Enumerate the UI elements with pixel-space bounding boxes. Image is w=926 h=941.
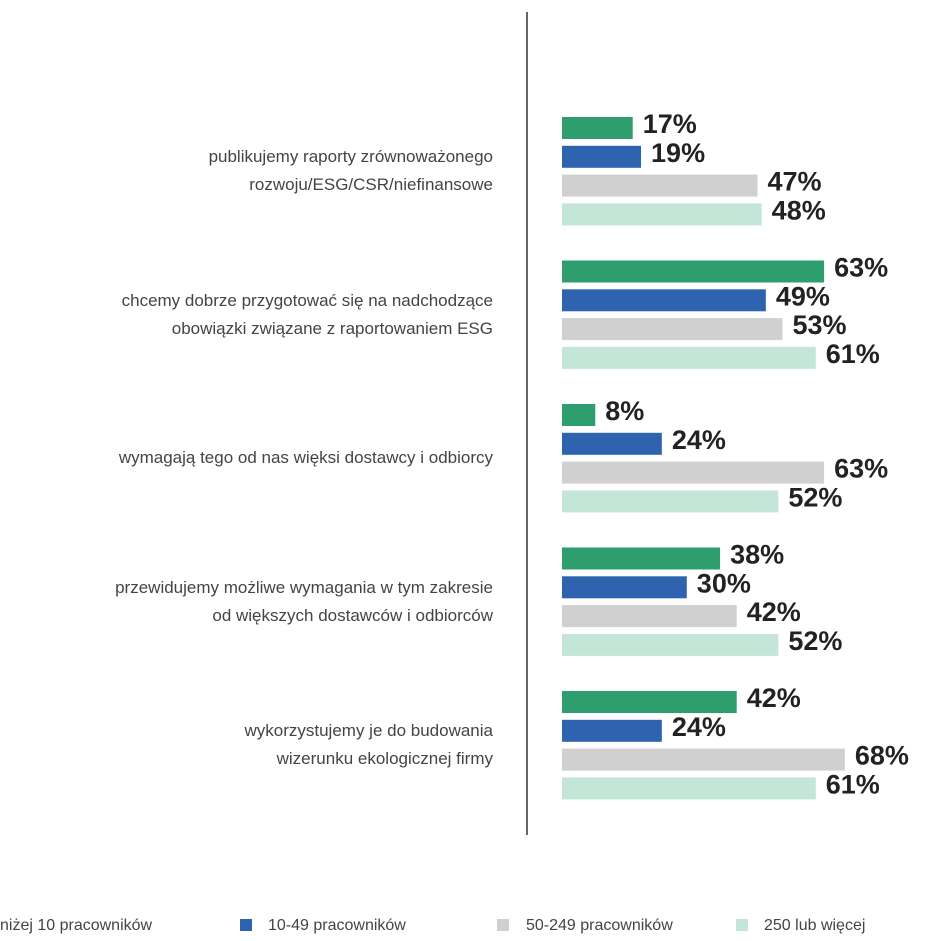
value-label: 68% xyxy=(855,741,909,771)
category-label: wymagają tego od nas więksi dostawcy i o… xyxy=(118,448,493,468)
value-label: 17% xyxy=(643,109,697,139)
value-label: 61% xyxy=(826,339,880,369)
bar xyxy=(562,576,687,599)
bar xyxy=(562,432,662,455)
bar xyxy=(562,605,737,628)
bar xyxy=(562,461,825,484)
value-label: 24% xyxy=(672,425,726,455)
value-label: 49% xyxy=(776,281,830,311)
bar xyxy=(562,547,721,570)
bar xyxy=(562,145,642,168)
legend-label: 50-249 pracowników xyxy=(526,917,673,934)
bar xyxy=(562,260,825,283)
category-label: wykorzystujemy je do budowania wizerunku… xyxy=(244,721,493,769)
category-label: publikujemy raporty zrównoważonego rozwo… xyxy=(208,147,493,195)
value-label: 30% xyxy=(697,568,751,598)
value-label: 8% xyxy=(605,396,644,426)
bar xyxy=(562,203,762,226)
value-label: 61% xyxy=(826,770,880,800)
bar xyxy=(562,691,737,713)
legend-swatch xyxy=(240,919,252,931)
value-label: 42% xyxy=(747,597,801,627)
value-label: 63% xyxy=(834,253,888,283)
bar xyxy=(562,346,816,369)
legend-label: 10-49 pracowników xyxy=(268,917,406,934)
value-label: 53% xyxy=(792,310,846,340)
category-label: chcemy dobrze przygotować się na nadchod… xyxy=(121,290,493,338)
legend-label: 250 lub więcej xyxy=(764,917,865,934)
legend-label: niżej 10 pracowników xyxy=(0,917,153,934)
legend-swatch xyxy=(736,919,748,931)
bar xyxy=(562,318,783,341)
value-label: 42% xyxy=(747,683,801,713)
bar xyxy=(562,404,596,426)
bar xyxy=(562,633,779,656)
category-label: przewidujemy możliwe wymagania w tym zak… xyxy=(115,577,493,625)
bar xyxy=(562,289,766,312)
value-label: 38% xyxy=(730,540,784,570)
bar xyxy=(562,174,758,197)
bar xyxy=(562,777,816,800)
value-label: 52% xyxy=(788,626,842,656)
bar xyxy=(562,748,845,771)
bar xyxy=(562,490,779,513)
value-label: 52% xyxy=(788,483,842,513)
value-label: 63% xyxy=(834,454,888,484)
value-label: 19% xyxy=(651,138,705,168)
value-label: 48% xyxy=(772,196,826,226)
bar xyxy=(562,719,662,742)
value-label: 24% xyxy=(672,712,726,742)
legend-swatch xyxy=(497,919,509,931)
value-label: 47% xyxy=(768,167,822,197)
bar xyxy=(562,117,633,139)
